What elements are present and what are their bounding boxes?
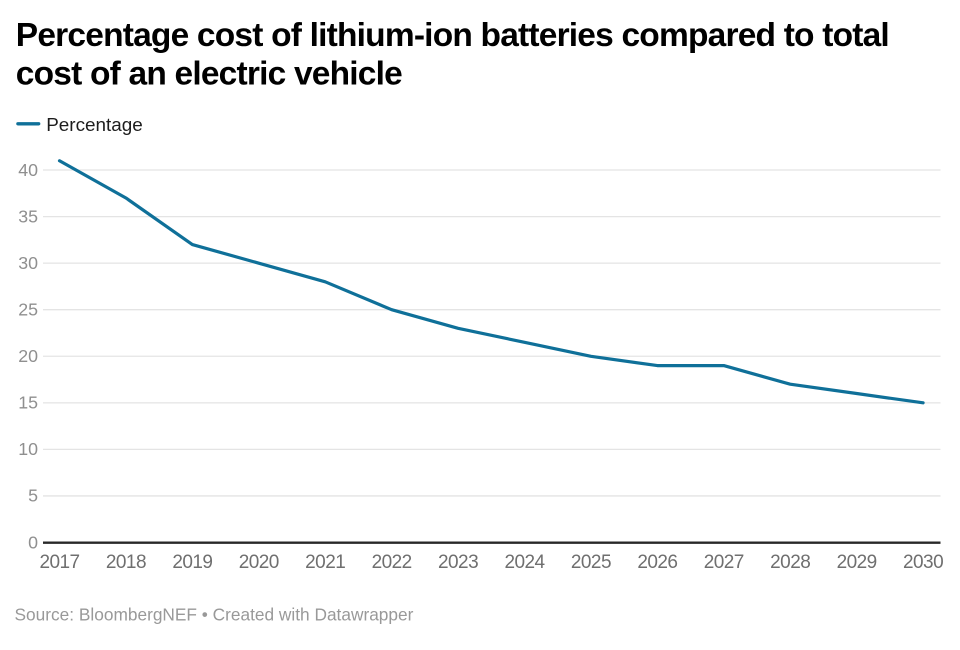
- svg-text:Percentage: Percentage: [46, 115, 143, 136]
- svg-text:2021: 2021: [305, 552, 345, 573]
- svg-text:25: 25: [18, 300, 38, 320]
- svg-text:2020: 2020: [239, 552, 279, 573]
- svg-text:2017: 2017: [39, 552, 79, 573]
- svg-text:20: 20: [18, 346, 38, 366]
- svg-text:2023: 2023: [438, 552, 478, 573]
- svg-text:5: 5: [28, 486, 38, 506]
- svg-text:40: 40: [18, 160, 38, 180]
- svg-text:2025: 2025: [571, 552, 611, 573]
- svg-text:2024: 2024: [504, 552, 545, 573]
- svg-text:15: 15: [18, 393, 38, 413]
- svg-text:cost of an electric vehicle: cost of an electric vehicle: [16, 55, 402, 92]
- svg-text:35: 35: [18, 206, 38, 226]
- svg-text:Percentage cost of lithium-ion: Percentage cost of lithium-ion batteries…: [16, 17, 889, 54]
- svg-text:10: 10: [18, 439, 38, 459]
- svg-text:2018: 2018: [106, 552, 146, 573]
- svg-text:2026: 2026: [637, 552, 677, 573]
- svg-text:2027: 2027: [704, 552, 744, 573]
- svg-text:2022: 2022: [372, 552, 412, 573]
- svg-text:Source: BloombergNEF • Created: Source: BloombergNEF • Created with Data…: [15, 605, 414, 625]
- svg-text:0: 0: [28, 532, 38, 552]
- svg-text:2029: 2029: [837, 552, 877, 573]
- svg-text:2028: 2028: [770, 552, 810, 573]
- svg-text:2030: 2030: [903, 552, 943, 573]
- svg-text:30: 30: [18, 253, 38, 273]
- svg-text:2019: 2019: [172, 552, 212, 573]
